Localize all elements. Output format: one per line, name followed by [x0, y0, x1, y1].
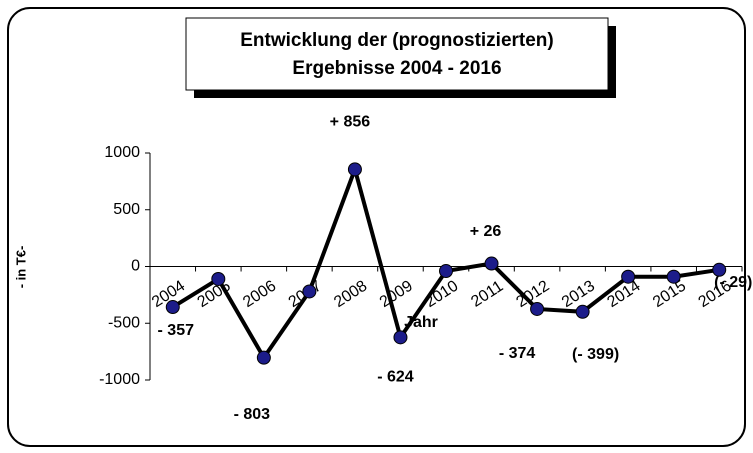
marker — [666, 269, 681, 284]
y-tick-label: -500 — [108, 314, 140, 331]
marker — [439, 264, 453, 279]
data-label: (- 29) — [714, 274, 752, 291]
y-tick-label: 500 — [113, 201, 140, 218]
chart-title: Entwicklung der (prognostizierten) — [240, 30, 554, 51]
marker — [621, 269, 636, 284]
marker — [347, 162, 362, 177]
marker — [530, 301, 545, 316]
title-box — [185, 17, 609, 91]
data-label: + 26 — [470, 223, 502, 240]
marker — [256, 350, 271, 365]
data-label: (- 399) — [572, 346, 619, 363]
marker — [393, 330, 408, 345]
chart-title: Ergebnisse 2004 - 2016 — [292, 58, 501, 79]
marker — [165, 300, 180, 315]
y-tick-label: 1000 — [104, 144, 140, 161]
data-label: - 803 — [234, 406, 271, 423]
data-label: - 357 — [158, 322, 195, 339]
y-tick-label: -1000 — [99, 371, 140, 388]
marker — [484, 256, 499, 271]
y-tick-label: 0 — [131, 258, 140, 275]
chart-frame — [7, 7, 746, 447]
marker — [712, 262, 727, 277]
marker — [302, 284, 317, 299]
marker — [211, 271, 226, 286]
data-label: - 624 — [377, 369, 414, 386]
y-axis-label: - in T€- — [13, 246, 28, 289]
marker — [575, 304, 590, 319]
data-label: - 374 — [499, 345, 536, 362]
data-label: + 856 — [330, 114, 371, 131]
